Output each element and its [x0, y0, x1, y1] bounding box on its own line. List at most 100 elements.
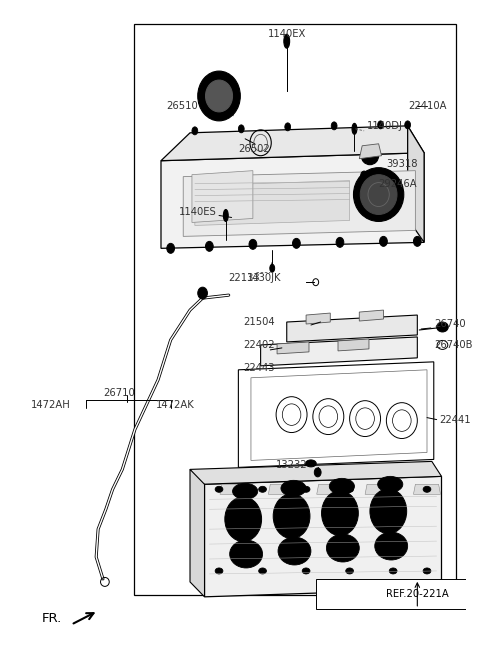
Ellipse shape — [229, 540, 263, 568]
Text: 22133: 22133 — [228, 273, 260, 283]
Polygon shape — [251, 370, 427, 460]
Ellipse shape — [225, 497, 262, 542]
Ellipse shape — [205, 80, 233, 112]
Ellipse shape — [405, 121, 410, 129]
Ellipse shape — [167, 243, 175, 254]
Ellipse shape — [281, 481, 306, 496]
Ellipse shape — [389, 568, 397, 574]
Ellipse shape — [336, 237, 344, 247]
Ellipse shape — [198, 287, 207, 299]
Text: 1140ES: 1140ES — [179, 207, 216, 218]
Polygon shape — [204, 477, 442, 597]
Polygon shape — [360, 144, 382, 158]
Polygon shape — [239, 362, 434, 467]
Ellipse shape — [329, 479, 354, 494]
Polygon shape — [261, 337, 417, 366]
Ellipse shape — [375, 532, 408, 560]
Ellipse shape — [346, 568, 353, 574]
Ellipse shape — [198, 71, 240, 121]
Ellipse shape — [239, 125, 244, 133]
Polygon shape — [195, 181, 349, 226]
Text: 22410A: 22410A — [408, 101, 447, 111]
Polygon shape — [161, 126, 424, 160]
Ellipse shape — [233, 483, 258, 499]
Polygon shape — [268, 484, 296, 494]
Text: 26740B: 26740B — [434, 340, 472, 350]
Ellipse shape — [361, 147, 379, 165]
Ellipse shape — [370, 489, 407, 533]
Text: 22443: 22443 — [243, 363, 275, 373]
Text: 26740: 26740 — [434, 319, 466, 329]
Ellipse shape — [205, 241, 213, 251]
Ellipse shape — [215, 486, 223, 492]
Text: 22441: 22441 — [440, 415, 471, 424]
Bar — [316, 579, 480, 609]
Ellipse shape — [353, 168, 404, 222]
Ellipse shape — [380, 237, 387, 246]
Ellipse shape — [192, 127, 198, 135]
Polygon shape — [220, 484, 247, 494]
Text: 26510: 26510 — [166, 101, 198, 111]
Ellipse shape — [279, 501, 304, 531]
Text: 1472AH: 1472AH — [30, 400, 70, 409]
Ellipse shape — [284, 35, 289, 48]
Polygon shape — [192, 171, 253, 222]
Polygon shape — [365, 484, 392, 494]
Polygon shape — [190, 462, 442, 484]
Ellipse shape — [378, 477, 403, 492]
Polygon shape — [161, 153, 424, 248]
Ellipse shape — [378, 121, 384, 129]
Polygon shape — [360, 310, 384, 321]
Text: 1140EX: 1140EX — [267, 29, 306, 39]
Ellipse shape — [314, 468, 321, 477]
Bar — [134, 24, 456, 595]
Text: 39318: 39318 — [386, 158, 418, 169]
Ellipse shape — [270, 264, 275, 273]
Ellipse shape — [389, 486, 397, 492]
Ellipse shape — [285, 123, 290, 131]
Text: 26710: 26710 — [104, 388, 135, 398]
Ellipse shape — [346, 486, 353, 492]
Ellipse shape — [259, 568, 266, 574]
Text: 1472AK: 1472AK — [156, 400, 195, 409]
Ellipse shape — [292, 239, 300, 248]
Ellipse shape — [326, 534, 360, 562]
Ellipse shape — [437, 322, 448, 332]
Text: REF.20-221A: REF.20-221A — [386, 589, 449, 599]
Polygon shape — [287, 315, 417, 342]
Ellipse shape — [423, 486, 431, 492]
Polygon shape — [277, 342, 309, 354]
Text: 26502: 26502 — [239, 143, 270, 154]
Ellipse shape — [423, 568, 431, 574]
Ellipse shape — [259, 486, 266, 492]
Text: 13232: 13232 — [276, 460, 308, 470]
Ellipse shape — [249, 239, 257, 249]
Text: 1140DJ: 1140DJ — [367, 121, 403, 131]
Ellipse shape — [273, 494, 310, 539]
Ellipse shape — [306, 460, 316, 467]
Polygon shape — [183, 171, 415, 237]
Ellipse shape — [413, 237, 421, 246]
Polygon shape — [338, 339, 369, 351]
Text: 1430JK: 1430JK — [247, 273, 282, 283]
Ellipse shape — [278, 537, 311, 565]
Polygon shape — [190, 469, 204, 597]
Polygon shape — [306, 313, 330, 324]
Text: FR.: FR. — [42, 612, 62, 625]
Text: 21504: 21504 — [243, 317, 275, 327]
Ellipse shape — [302, 568, 310, 574]
Text: 22402: 22402 — [243, 340, 275, 350]
Ellipse shape — [223, 209, 228, 222]
Ellipse shape — [331, 122, 337, 130]
Ellipse shape — [302, 486, 310, 492]
Ellipse shape — [230, 504, 256, 535]
Ellipse shape — [322, 491, 358, 535]
Ellipse shape — [361, 171, 368, 180]
Polygon shape — [317, 484, 344, 494]
Ellipse shape — [327, 497, 352, 529]
Ellipse shape — [215, 568, 223, 574]
Ellipse shape — [352, 123, 357, 134]
Polygon shape — [413, 484, 441, 494]
Text: 29246A: 29246A — [379, 179, 417, 188]
Polygon shape — [408, 126, 424, 243]
